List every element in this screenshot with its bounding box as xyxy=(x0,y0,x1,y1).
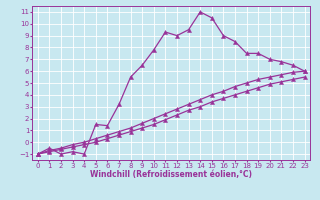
X-axis label: Windchill (Refroidissement éolien,°C): Windchill (Refroidissement éolien,°C) xyxy=(90,170,252,179)
